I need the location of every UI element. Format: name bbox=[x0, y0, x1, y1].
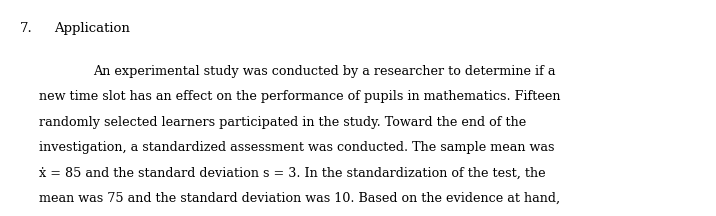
Text: randomly selected learners participated in the study. Toward the end of the: randomly selected learners participated … bbox=[39, 116, 527, 129]
Text: Application: Application bbox=[54, 22, 130, 35]
Text: 7.: 7. bbox=[20, 22, 33, 35]
Text: new time slot has an effect on the performance of pupils in mathematics. Fifteen: new time slot has an effect on the perfo… bbox=[39, 90, 561, 103]
Text: An experimental study was conducted by a researcher to determine if a: An experimental study was conducted by a… bbox=[93, 65, 556, 78]
Text: investigation, a standardized assessment was conducted. The sample mean was: investigation, a standardized assessment… bbox=[39, 141, 555, 154]
Text: ẋ = 85 and the standard deviation s = 3. In the standardization of the test, the: ẋ = 85 and the standard deviation s = 3.… bbox=[39, 167, 546, 180]
Text: mean was 75 and the standard deviation was 10. Based on the evidence at hand,: mean was 75 and the standard deviation w… bbox=[39, 192, 561, 205]
